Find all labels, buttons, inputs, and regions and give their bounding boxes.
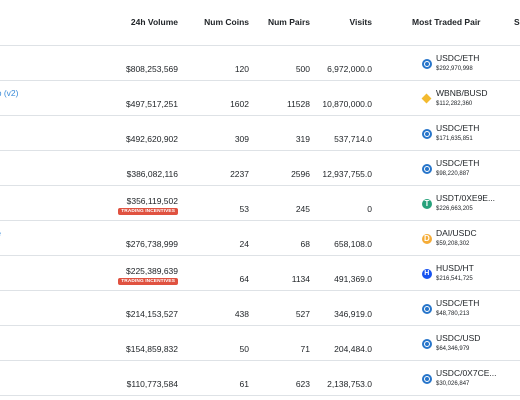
header-visits[interactable]: Visits — [349, 17, 372, 27]
table-body: 3)$808,253,5691205006,972,000.0USDC/ETH$… — [0, 46, 520, 396]
pair-name-link[interactable]: HUSD/HT — [436, 263, 474, 273]
visits-value: 491,369.0 — [334, 274, 372, 284]
pair-name-link[interactable]: USDC/USD — [436, 333, 481, 343]
num-pairs-value: 1134 — [291, 274, 310, 284]
volume-value: $225,389,639 — [126, 266, 178, 276]
pair-volume: $59,208,302 — [436, 241, 470, 247]
num-coins-value: 1602 — [230, 99, 249, 109]
num-coins-value: 120 — [234, 64, 249, 74]
num-pairs-value: 500 — [295, 64, 310, 74]
table-row[interactable]: $356,119,502 TRADING INCENTIVES 53 245 0 USDT… — [0, 186, 520, 221]
visits-value: 0 — [367, 204, 372, 214]
visits-value: 12,937,755.0 — [322, 169, 372, 179]
table-row[interactable]: 2)$386,082,1162237259612,937,755.0USDC/E… — [0, 151, 520, 186]
pair-volume: $226,663,205 — [436, 206, 473, 212]
pair-volume: $171,635,851 — [436, 136, 473, 142]
visits-value: 204,484.0 — [334, 344, 372, 354]
volume-value: $110,773,584 — [126, 379, 178, 389]
table-row[interactable]: 3)$808,253,5691205006,972,000.0USDC/ETH$… — [0, 46, 520, 81]
table-row[interactable]: ap (v2) $497,517,251 1602 11528 10,870,000.0… — [0, 81, 520, 116]
volume-value: $154,859,832 — [126, 344, 178, 354]
exchange-name-link[interactable]: ce — [0, 228, 1, 238]
num-pairs-value: 527 — [295, 309, 310, 319]
header-24h-volume[interactable]: 24h Volume — [130, 17, 178, 27]
pair-volume: $292,970,998 — [436, 66, 473, 72]
pair-volume: $48,780,213 — [436, 311, 470, 317]
num-pairs-value: 2596 — [291, 169, 310, 179]
num-coins-value: 53 — [239, 204, 249, 214]
header-num-coins[interactable]: Num Coins — [204, 17, 249, 27]
pair-name-link[interactable]: WBNB/BUSD — [436, 88, 488, 98]
num-pairs-value: 319 — [295, 134, 310, 144]
pair-name-link[interactable]: USDC/ETH — [436, 123, 480, 133]
visits-value: 658,108.0 — [334, 239, 372, 249]
num-pairs-value: 71 — [300, 344, 310, 354]
volume-value: $497,517,251 — [126, 99, 178, 109]
pair-volume: $216,541,725 — [436, 276, 473, 282]
husd-icon — [422, 269, 432, 279]
pair-name-link[interactable]: USDC/ETH — [436, 158, 480, 168]
num-coins-value: 309 — [234, 134, 249, 144]
pair-volume: $98,220,887 — [436, 171, 470, 177]
num-coins-value: 2237 — [230, 169, 249, 179]
volume-value: $808,253,569 — [126, 64, 178, 74]
usdc-icon — [422, 129, 432, 139]
usdc-icon — [422, 59, 432, 69]
num-coins-value: 24 — [239, 239, 249, 249]
usdc-icon — [422, 374, 432, 384]
volume-value: $214,153,527 — [126, 309, 178, 319]
usdc-icon — [422, 164, 432, 174]
num-coins-value: 438 — [234, 309, 249, 319]
visits-value: 537,714.0 — [334, 134, 372, 144]
trading-incentives-badge[interactable]: TRADING INCENTIVES — [118, 278, 178, 285]
header-num-pairs[interactable]: Num Pairs — [267, 17, 310, 27]
usdc-icon — [422, 339, 432, 349]
visits-value: 10,870,000.0 — [322, 99, 372, 109]
header-most-traded-pair[interactable]: Most Traded Pair — [412, 17, 481, 27]
num-pairs-value: 11528 — [286, 99, 310, 109]
num-pairs-value: 68 — [300, 239, 310, 249]
usdc-icon — [422, 304, 432, 314]
bnb-icon — [422, 94, 432, 104]
num-coins-value: 50 — [239, 344, 249, 354]
trading-incentives-badge[interactable]: TRADING INCENTIVES — [118, 208, 178, 215]
num-coins-value: 64 — [239, 274, 249, 284]
dai-icon — [422, 234, 432, 244]
volume-value: $492,620,902 — [126, 134, 178, 144]
visits-value: 2,138,753.0 — [327, 379, 372, 389]
visits-value: 346,919.0 — [334, 309, 372, 319]
pair-name-link[interactable]: USDC/ETH — [436, 53, 480, 63]
pair-name-link[interactable]: DAI/USDC — [436, 228, 477, 238]
num-pairs-value: 245 — [295, 204, 310, 214]
table-row[interactable]: $492,620,902 309 319 537,714.0 USDC/ETH $171,… — [0, 116, 520, 151]
table-row[interactable]: $214,153,527 438 527 346,919.0 USDC/ETH $48,7… — [0, 291, 520, 326]
volume-value: $356,119,502 — [126, 196, 178, 206]
pair-name-link[interactable]: USDC/0X7CE... — [436, 368, 497, 378]
num-pairs-value: 623 — [295, 379, 310, 389]
pair-volume: $30,026,847 — [436, 381, 470, 387]
tether-icon — [422, 199, 432, 209]
table-row[interactable]: $225,389,639 TRADING INCENTIVES 64 1134 491,… — [0, 256, 520, 291]
pair-volume: $112,282,360 — [436, 101, 473, 107]
exchange-name-link[interactable]: ap (v2) — [0, 88, 19, 98]
pair-name-link[interactable]: USDT/0XE9E... — [436, 193, 496, 203]
table-header: 24h Volume Num Coins Num Pairs Visits Mo… — [0, 0, 520, 46]
pair-volume: $64,346,979 — [436, 346, 470, 352]
pair-name-link[interactable]: USDC/ETH — [436, 298, 480, 308]
table-row[interactable]: ce $276,738,999 24 68 658,108.0 DAI/USDC $59,2… — [0, 221, 520, 256]
header-next-column[interactable]: S — [514, 17, 520, 27]
table-row[interactable]: $110,773,584 61 623 2,138,753.0 USDC/0X7CE..… — [0, 361, 520, 396]
visits-value: 6,972,000.0 — [327, 64, 372, 74]
table-row[interactable]: $154,859,832 50 71 204,484.0 USDC/USD $64,346… — [0, 326, 520, 361]
volume-value: $276,738,999 — [126, 239, 178, 249]
num-coins-value: 61 — [239, 379, 249, 389]
volume-value: $386,082,116 — [126, 169, 178, 179]
